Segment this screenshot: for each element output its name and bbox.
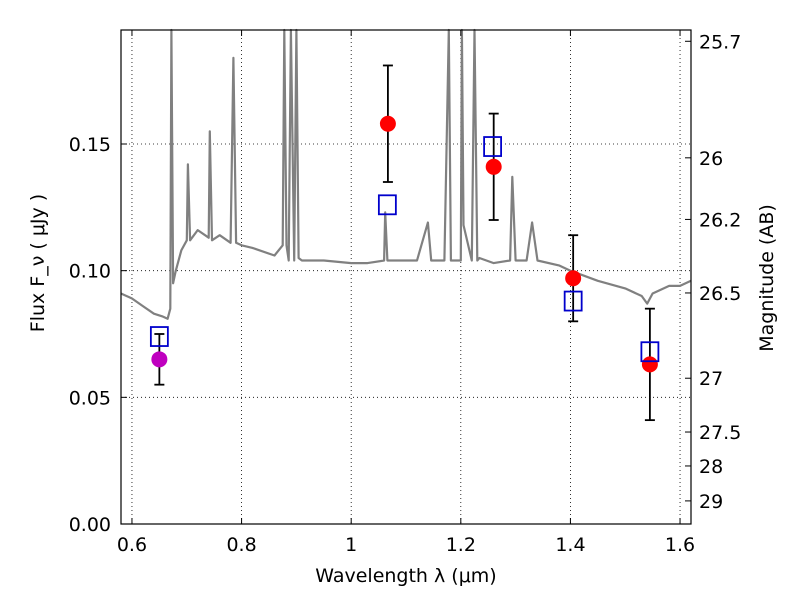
marker-layer [149,64,660,422]
y-right-tick-label: 27.5 [699,422,741,444]
x-tick-label: 0.6 [117,534,147,556]
y-tick-label: 0.00 [69,514,111,536]
spectrum-layer [120,28,692,320]
x-tick-label: 1 [345,534,357,556]
y-tick-label: 0.05 [69,387,111,409]
data-point [565,270,582,287]
x-tick-label: 1.6 [665,534,695,556]
y-axis-title: Flux F_ν ( μJy ) [27,194,49,332]
x-tick-label: 0.8 [226,534,256,556]
model-point [640,341,660,363]
model-point [149,326,169,347]
x-axis: 0.6 0.8 1 1.2 1.4 1.6 [117,30,695,556]
y-axis: 0.00 0.05 0.10 0.15 [69,134,127,536]
model-point [483,136,502,157]
y-axis-right: 25.7 26 26.2 26.5 27 27.5 28 29 [685,31,741,513]
data-point [151,351,168,368]
y-right-tick-label: 28 [699,456,723,478]
y-right-tick-label: 27 [699,368,723,390]
y-right-tick-label: 26.5 [699,283,741,305]
y-right-tick-label: 25.7 [699,31,741,53]
x-tick-label: 1.2 [446,534,476,556]
model-point [377,194,397,216]
x-tick-label: 1.4 [555,534,585,556]
x-axis-title: Wavelength λ (μm) [315,565,496,587]
y-right-tick-label: 26 [699,148,723,170]
data-point [485,158,502,175]
data-point [379,115,396,132]
spectrum-line [120,28,692,320]
y-tick-label: 0.10 [69,261,111,283]
data-point [641,356,658,373]
y-right-tick-label: 26.2 [699,209,741,231]
grid [121,30,691,525]
model-point [563,290,583,312]
y-tick-label: 0.15 [69,134,111,156]
y-right-tick-label: 29 [699,491,723,513]
y-axis-right-title: Magnitude (AB) [756,204,778,352]
plot-frame [120,29,692,525]
